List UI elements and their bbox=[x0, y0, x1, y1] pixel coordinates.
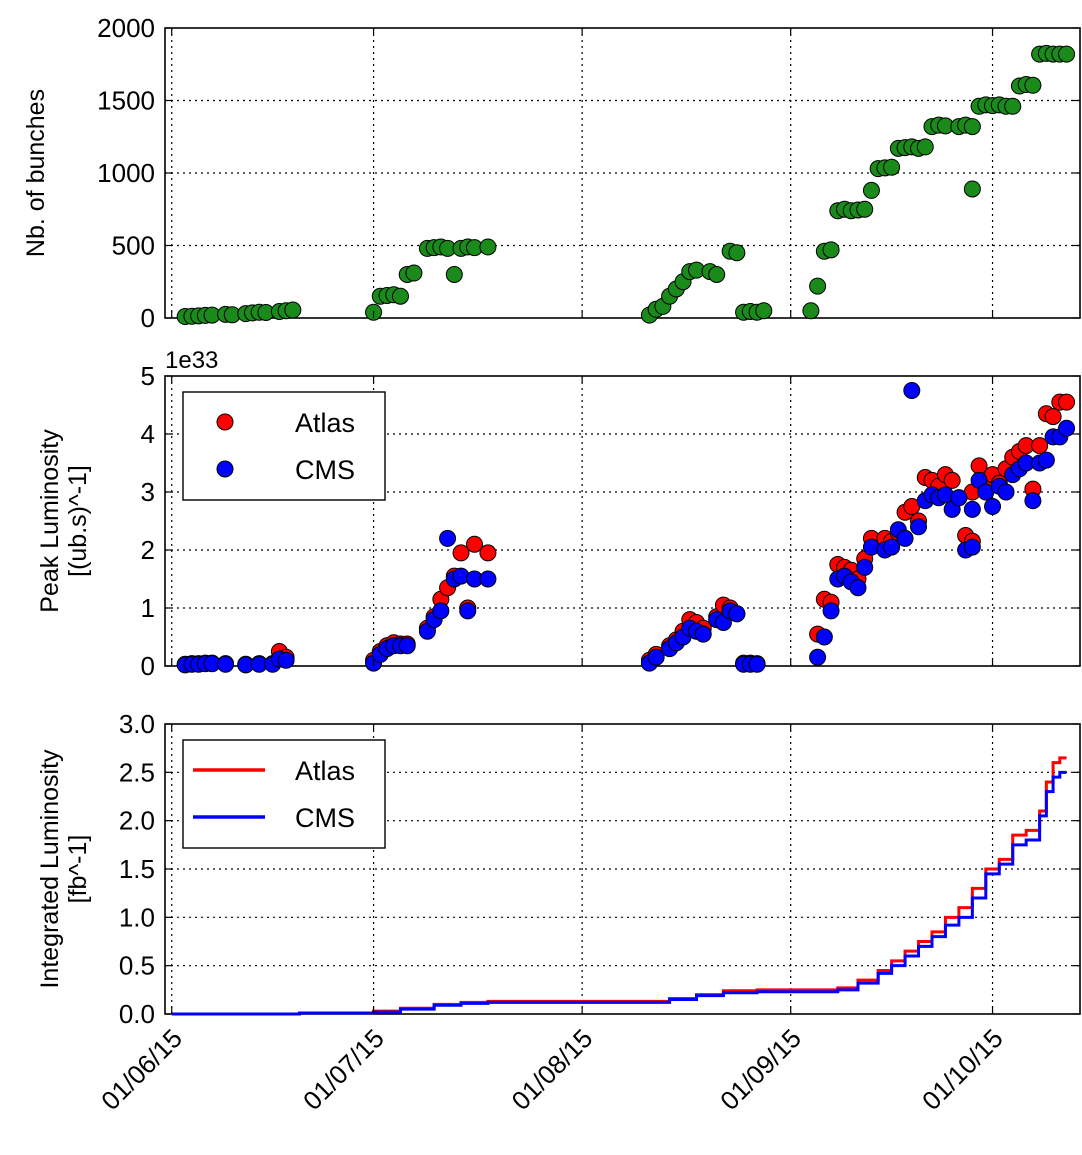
data-point bbox=[1004, 97, 1022, 115]
data-point bbox=[452, 544, 470, 562]
data-point bbox=[479, 544, 497, 562]
data-point bbox=[1044, 408, 1062, 426]
data-point bbox=[963, 118, 981, 136]
data-point bbox=[465, 535, 483, 553]
data-point bbox=[963, 538, 981, 556]
data-point bbox=[398, 637, 416, 655]
data-point bbox=[822, 241, 840, 259]
axes-frame bbox=[164, 27, 1081, 319]
y-tick-label: 5 bbox=[141, 361, 155, 391]
axes-frame bbox=[164, 723, 1081, 1015]
y-tick-label: 0 bbox=[141, 651, 155, 681]
data-point bbox=[849, 579, 867, 597]
data-point bbox=[903, 382, 921, 399]
y-tick-label: 0 bbox=[141, 303, 155, 333]
y-axis-label: Nb. of bunches bbox=[22, 89, 50, 257]
data-point bbox=[883, 158, 901, 176]
data-point bbox=[809, 277, 827, 295]
data-point bbox=[963, 180, 981, 198]
data-point bbox=[708, 266, 726, 283]
data-point bbox=[856, 558, 874, 576]
legend-label: CMS bbox=[295, 455, 355, 485]
data-point bbox=[916, 138, 934, 156]
data-point bbox=[883, 538, 901, 556]
data-point bbox=[479, 570, 497, 588]
y-tick-label: 3.0 bbox=[119, 709, 155, 739]
y-tick-label: 1500 bbox=[97, 86, 155, 116]
y-tick-label: 0.0 bbox=[119, 999, 155, 1029]
data-point bbox=[822, 602, 840, 620]
data-point bbox=[950, 489, 968, 507]
y-tick-label: 0.5 bbox=[119, 951, 155, 981]
x-tick-label: 01/10/15 bbox=[916, 1023, 1009, 1116]
y-tick-label: 1.0 bbox=[119, 902, 155, 932]
data-point bbox=[802, 302, 820, 320]
data-point bbox=[755, 302, 773, 320]
data-point bbox=[1058, 45, 1076, 63]
legend-label: Atlas bbox=[295, 756, 355, 786]
y-axis-label: Integrated Luminosity bbox=[36, 749, 64, 989]
y-axis-label-units: [fb^-1] bbox=[64, 835, 92, 904]
x-tick-label: 01/07/15 bbox=[297, 1023, 390, 1116]
legend-box bbox=[182, 739, 386, 849]
y-tick-label: 1.5 bbox=[119, 854, 155, 884]
data-point bbox=[896, 529, 914, 547]
data-point bbox=[479, 238, 497, 256]
y-tick-label: 3 bbox=[141, 477, 155, 507]
data-point bbox=[809, 648, 827, 666]
legend-marker bbox=[216, 460, 234, 478]
data-point bbox=[445, 266, 463, 283]
y-tick-label: 2 bbox=[141, 535, 155, 565]
y-tick-label: 1000 bbox=[97, 158, 155, 188]
series-line bbox=[171, 770, 1067, 1016]
y-axis-label-units: [(ub.s)^-1] bbox=[64, 465, 92, 577]
data-point bbox=[856, 200, 874, 218]
data-point bbox=[1024, 492, 1042, 510]
y-tick-label: 1 bbox=[141, 593, 155, 623]
legend-label: CMS bbox=[295, 803, 355, 833]
data-point bbox=[1058, 419, 1076, 437]
data-point bbox=[694, 625, 712, 643]
y-tick-label: 2.5 bbox=[119, 757, 155, 787]
data-point bbox=[728, 244, 746, 262]
y-offset-label: 1e33 bbox=[165, 347, 218, 374]
axes-frame bbox=[164, 375, 1081, 667]
data-point bbox=[1031, 437, 1049, 455]
data-point bbox=[1058, 393, 1076, 411]
data-point bbox=[459, 602, 477, 620]
data-point bbox=[1024, 76, 1042, 94]
data-point bbox=[943, 471, 961, 489]
x-tick-label: 01/08/15 bbox=[506, 1023, 599, 1116]
data-point bbox=[217, 655, 235, 673]
legend-box bbox=[182, 391, 386, 501]
data-point bbox=[728, 605, 746, 623]
y-tick-label: 500 bbox=[112, 231, 155, 261]
data-point bbox=[910, 518, 928, 536]
data-point bbox=[1037, 451, 1055, 469]
data-point bbox=[284, 301, 302, 319]
y-tick-label: 2.0 bbox=[119, 806, 155, 836]
data-point bbox=[432, 602, 450, 620]
data-point bbox=[963, 500, 981, 518]
data-point bbox=[984, 498, 1002, 515]
legend-label: Atlas bbox=[295, 408, 355, 438]
data-point bbox=[647, 648, 665, 666]
y-axis-label: Peak Luminosity bbox=[36, 429, 64, 613]
data-point bbox=[391, 287, 409, 305]
legend-marker bbox=[216, 413, 234, 431]
data-point bbox=[815, 628, 833, 646]
data-point bbox=[405, 264, 423, 282]
data-point bbox=[277, 651, 295, 669]
x-tick-label: 01/09/15 bbox=[714, 1023, 807, 1116]
data-point bbox=[997, 483, 1015, 501]
data-point bbox=[748, 655, 766, 673]
x-tick-label: 01/06/15 bbox=[95, 1023, 188, 1116]
data-point bbox=[439, 529, 457, 547]
y-tick-label: 4 bbox=[141, 419, 155, 449]
data-point bbox=[862, 181, 880, 199]
y-tick-label: 2000 bbox=[97, 13, 155, 43]
